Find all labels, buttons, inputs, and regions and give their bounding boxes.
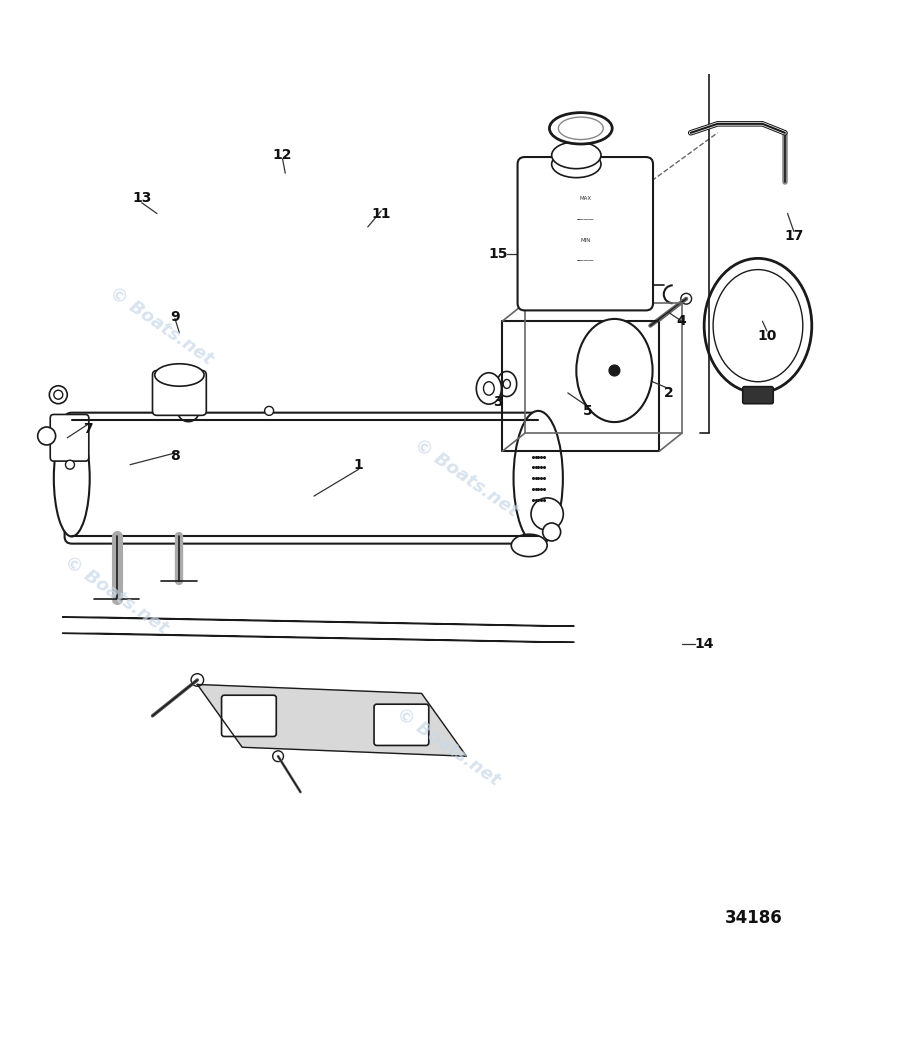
Text: © Boats.net: © Boats.net: [393, 705, 504, 790]
Text: 13: 13: [132, 191, 152, 205]
Ellipse shape: [497, 371, 517, 396]
Text: 12: 12: [273, 149, 292, 162]
Polygon shape: [63, 633, 574, 642]
Text: 16: 16: [562, 126, 582, 140]
Text: MAX: MAX: [579, 197, 591, 202]
Circle shape: [681, 293, 692, 304]
Circle shape: [609, 365, 620, 376]
Text: MIN: MIN: [580, 238, 590, 243]
Text: 1: 1: [354, 458, 363, 472]
Text: ───────: ───────: [577, 218, 594, 222]
Ellipse shape: [513, 411, 563, 545]
FancyBboxPatch shape: [374, 704, 429, 746]
Text: 11: 11: [371, 206, 391, 221]
Text: 17: 17: [784, 229, 804, 243]
Text: 15: 15: [488, 247, 508, 260]
Text: 7: 7: [83, 422, 92, 436]
Ellipse shape: [54, 419, 90, 537]
Circle shape: [54, 390, 63, 400]
Ellipse shape: [558, 117, 603, 139]
Ellipse shape: [154, 364, 205, 386]
Polygon shape: [197, 684, 466, 756]
Ellipse shape: [549, 113, 612, 144]
FancyBboxPatch shape: [152, 370, 206, 415]
FancyBboxPatch shape: [65, 413, 545, 544]
Text: 34186: 34186: [725, 909, 782, 927]
Text: © Boats.net: © Boats.net: [61, 552, 172, 637]
Circle shape: [65, 460, 74, 470]
FancyBboxPatch shape: [50, 414, 89, 461]
Ellipse shape: [552, 142, 601, 168]
Circle shape: [273, 751, 283, 761]
FancyBboxPatch shape: [222, 696, 276, 736]
Ellipse shape: [503, 380, 510, 388]
Text: 2: 2: [664, 386, 673, 400]
Ellipse shape: [511, 535, 547, 556]
Circle shape: [178, 401, 199, 422]
Text: 5: 5: [583, 404, 592, 417]
Text: ───────: ───────: [577, 259, 594, 264]
FancyBboxPatch shape: [518, 157, 653, 311]
Text: 3: 3: [493, 395, 502, 409]
FancyBboxPatch shape: [743, 387, 773, 404]
Circle shape: [49, 386, 67, 404]
Circle shape: [531, 498, 563, 530]
Circle shape: [38, 427, 56, 445]
Text: 10: 10: [757, 329, 777, 343]
Text: 9: 9: [170, 310, 179, 323]
Text: © Boats.net: © Boats.net: [106, 283, 217, 368]
Circle shape: [265, 407, 274, 415]
Circle shape: [191, 674, 204, 686]
Text: © Boats.net: © Boats.net: [411, 435, 522, 521]
Text: 8: 8: [170, 449, 179, 462]
Ellipse shape: [576, 319, 653, 423]
Ellipse shape: [476, 372, 501, 404]
Ellipse shape: [552, 151, 601, 178]
Circle shape: [543, 523, 561, 541]
Text: 14: 14: [694, 637, 714, 651]
Ellipse shape: [483, 382, 494, 395]
Polygon shape: [63, 617, 574, 627]
Text: 4: 4: [677, 314, 686, 328]
